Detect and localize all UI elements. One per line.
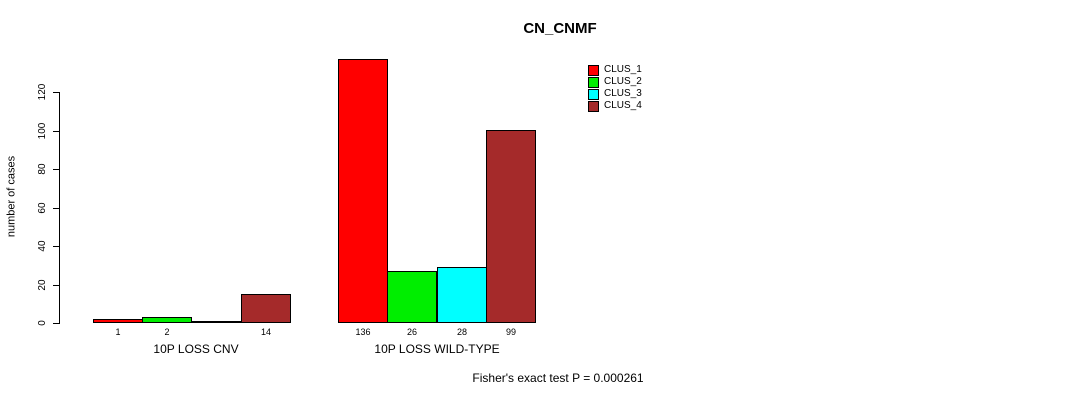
bar-clus_2-group2 bbox=[387, 271, 437, 323]
y-axis-tick-label: 20 bbox=[37, 279, 48, 291]
y-axis-tick bbox=[53, 92, 59, 93]
bar-clus_3-group2 bbox=[437, 267, 487, 323]
legend-swatch bbox=[588, 64, 599, 76]
y-axis-tick bbox=[53, 246, 59, 247]
y-axis-tick bbox=[53, 208, 59, 209]
legend-item-clus3: CLUS_3 bbox=[588, 88, 642, 100]
legend-swatch bbox=[588, 88, 599, 100]
annotation-text: Fisher's exact test P = 0.000261 bbox=[472, 371, 644, 385]
chart-title: CN_CNMF bbox=[523, 20, 597, 37]
legend-item-clus4: CLUS_4 bbox=[588, 100, 642, 112]
bar-clus_4-group2 bbox=[486, 130, 536, 323]
bar-value-label: 2 bbox=[164, 327, 170, 337]
bar-clus_4-group1 bbox=[241, 294, 291, 323]
legend-item-clus2: CLUS_2 bbox=[588, 76, 642, 88]
bar-value-label: 28 bbox=[456, 327, 467, 337]
y-axis-tick-label: 40 bbox=[37, 240, 48, 252]
legend-item-label: CLUS_2 bbox=[604, 76, 642, 87]
y-axis-tick bbox=[53, 285, 59, 286]
y-axis-line bbox=[59, 92, 60, 324]
y-axis-tick bbox=[53, 131, 59, 132]
bar-value-label: 14 bbox=[260, 327, 271, 337]
legend-swatch bbox=[588, 76, 599, 88]
legend-item-label: CLUS_4 bbox=[604, 100, 642, 111]
bar-clus_1-group2 bbox=[338, 59, 388, 323]
y-axis-tick-label: 0 bbox=[37, 320, 48, 326]
legend-item-label: CLUS_1 bbox=[604, 64, 642, 75]
y-axis-tick bbox=[53, 169, 59, 170]
y-axis-tick-label: 80 bbox=[37, 163, 48, 175]
bar-value-label: 26 bbox=[406, 327, 417, 337]
y-axis-tick-label: 60 bbox=[37, 202, 48, 214]
y-axis-label: number of cases bbox=[5, 155, 18, 238]
x-group-label-cnv: 10P LOSS CNV bbox=[153, 342, 239, 356]
legend-item-clus1: CLUS_1 bbox=[588, 64, 642, 76]
x-group-label-wildtype: 10P LOSS WILD-TYPE bbox=[374, 342, 500, 356]
bar-clus_3-group1 bbox=[192, 321, 242, 323]
y-axis-tick bbox=[53, 323, 59, 324]
legend-item-label: CLUS_3 bbox=[604, 88, 642, 99]
bar-clus_1-group1 bbox=[93, 319, 143, 323]
legend-swatch bbox=[588, 100, 599, 112]
bar-value-label: 136 bbox=[355, 327, 371, 337]
bar-value-label: 1 bbox=[115, 327, 121, 337]
y-axis-tick-label: 100 bbox=[37, 122, 48, 140]
bar-value-label: 99 bbox=[505, 327, 516, 337]
legend: CLUS_1 CLUS_2 CLUS_3 CLUS_4 bbox=[588, 64, 642, 113]
y-axis-tick-label: 120 bbox=[37, 83, 48, 101]
bar-clus_2-group1 bbox=[142, 317, 192, 323]
